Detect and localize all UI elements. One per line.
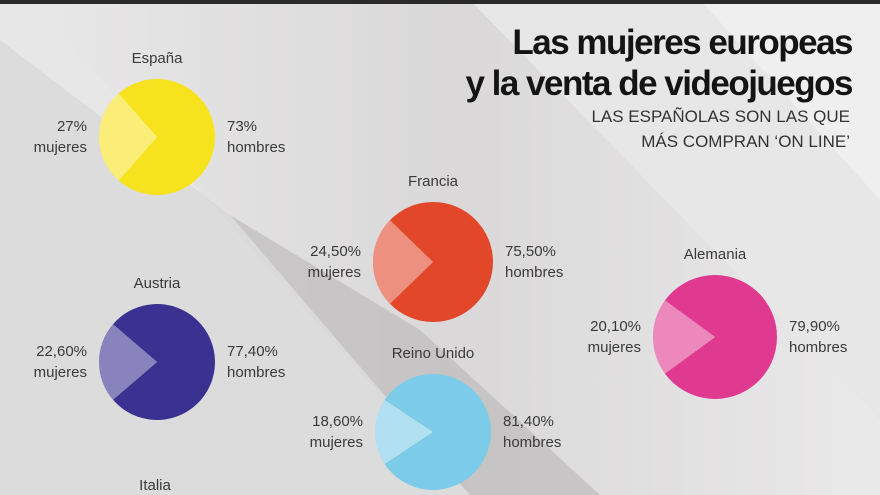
chart-title: Las mujeres europeas y la venta de video… (465, 22, 853, 104)
women-word: mujeres (308, 264, 361, 281)
men-word: hombres (505, 264, 563, 281)
subtitle-line-1: LAS ESPAÑOLAS SON LAS QUE (591, 107, 850, 126)
slice-mujeres-highlight (373, 220, 433, 304)
pie-country-label: Francia (408, 173, 459, 190)
slice-mujeres-highlight (375, 400, 433, 464)
women-word: mujeres (310, 434, 363, 451)
women-percent: 20,10% (590, 318, 641, 335)
pie-country-label: Alemania (684, 246, 747, 263)
slice-mujeres (375, 400, 433, 464)
women-word: mujeres (588, 339, 641, 356)
chart-subtitle: LAS ESPAÑOLAS SON LAS QUE MÁS COMPRAN ‘O… (591, 104, 850, 154)
women-word: mujeres (34, 364, 87, 381)
men-percent: 81,40% (503, 413, 554, 430)
slice-hombres (384, 374, 492, 491)
slice-mujeres-highlight (652, 300, 715, 374)
women-word: mujeres (34, 139, 87, 156)
men-percent: 79,90% (789, 318, 840, 335)
slice-hombres (113, 303, 215, 420)
men-percent: 75,50% (505, 243, 556, 260)
pie-españa: España 27% mujeres 73% hombres (34, 50, 285, 195)
pie-country-label: Reino Unido (392, 345, 475, 362)
title-line-1: Las mujeres europeas (512, 23, 853, 62)
slice-mujeres-highlight (98, 93, 157, 181)
slice-mujeres (652, 300, 715, 374)
men-word: hombres (503, 434, 561, 451)
slice-mujeres (98, 93, 157, 181)
slice-mujeres (98, 324, 157, 400)
women-percent: 18,60% (312, 413, 363, 430)
pie-reino-unido: Reino Unido 18,60% mujeres 81,40% hombres (310, 345, 561, 491)
pie-country-label: España (132, 50, 184, 67)
title-line-2: y la venta de videojuegos (465, 64, 853, 103)
slice-mujeres (373, 220, 433, 304)
pie-francia: Francia 24,50% mujeres 75,50% hombres (308, 173, 563, 322)
pie-austria: Austria 22,60% mujeres 77,40% hombres (34, 275, 285, 420)
slice-hombres (389, 202, 494, 322)
men-word: hombres (789, 339, 847, 356)
pie-alemania: Alemania 20,10% mujeres 79,90% hombres (588, 246, 847, 399)
men-word: hombres (227, 139, 285, 156)
pie-country-label: Austria (134, 275, 181, 292)
pie-italia: Italia (139, 477, 171, 494)
men-percent: 73% (227, 118, 257, 135)
slice-hombres (118, 79, 215, 195)
men-percent: 77,40% (227, 343, 278, 360)
slice-mujeres-highlight (98, 324, 157, 400)
top-rule (0, 0, 880, 4)
pie-country-label: Italia (139, 477, 171, 494)
subtitle-line-2: MÁS COMPRAN ‘ON LINE’ (641, 132, 850, 151)
women-percent: 27% (57, 118, 87, 135)
slice-hombres (664, 275, 777, 399)
men-word: hombres (227, 364, 285, 381)
women-percent: 24,50% (310, 243, 361, 260)
women-percent: 22,60% (36, 343, 87, 360)
